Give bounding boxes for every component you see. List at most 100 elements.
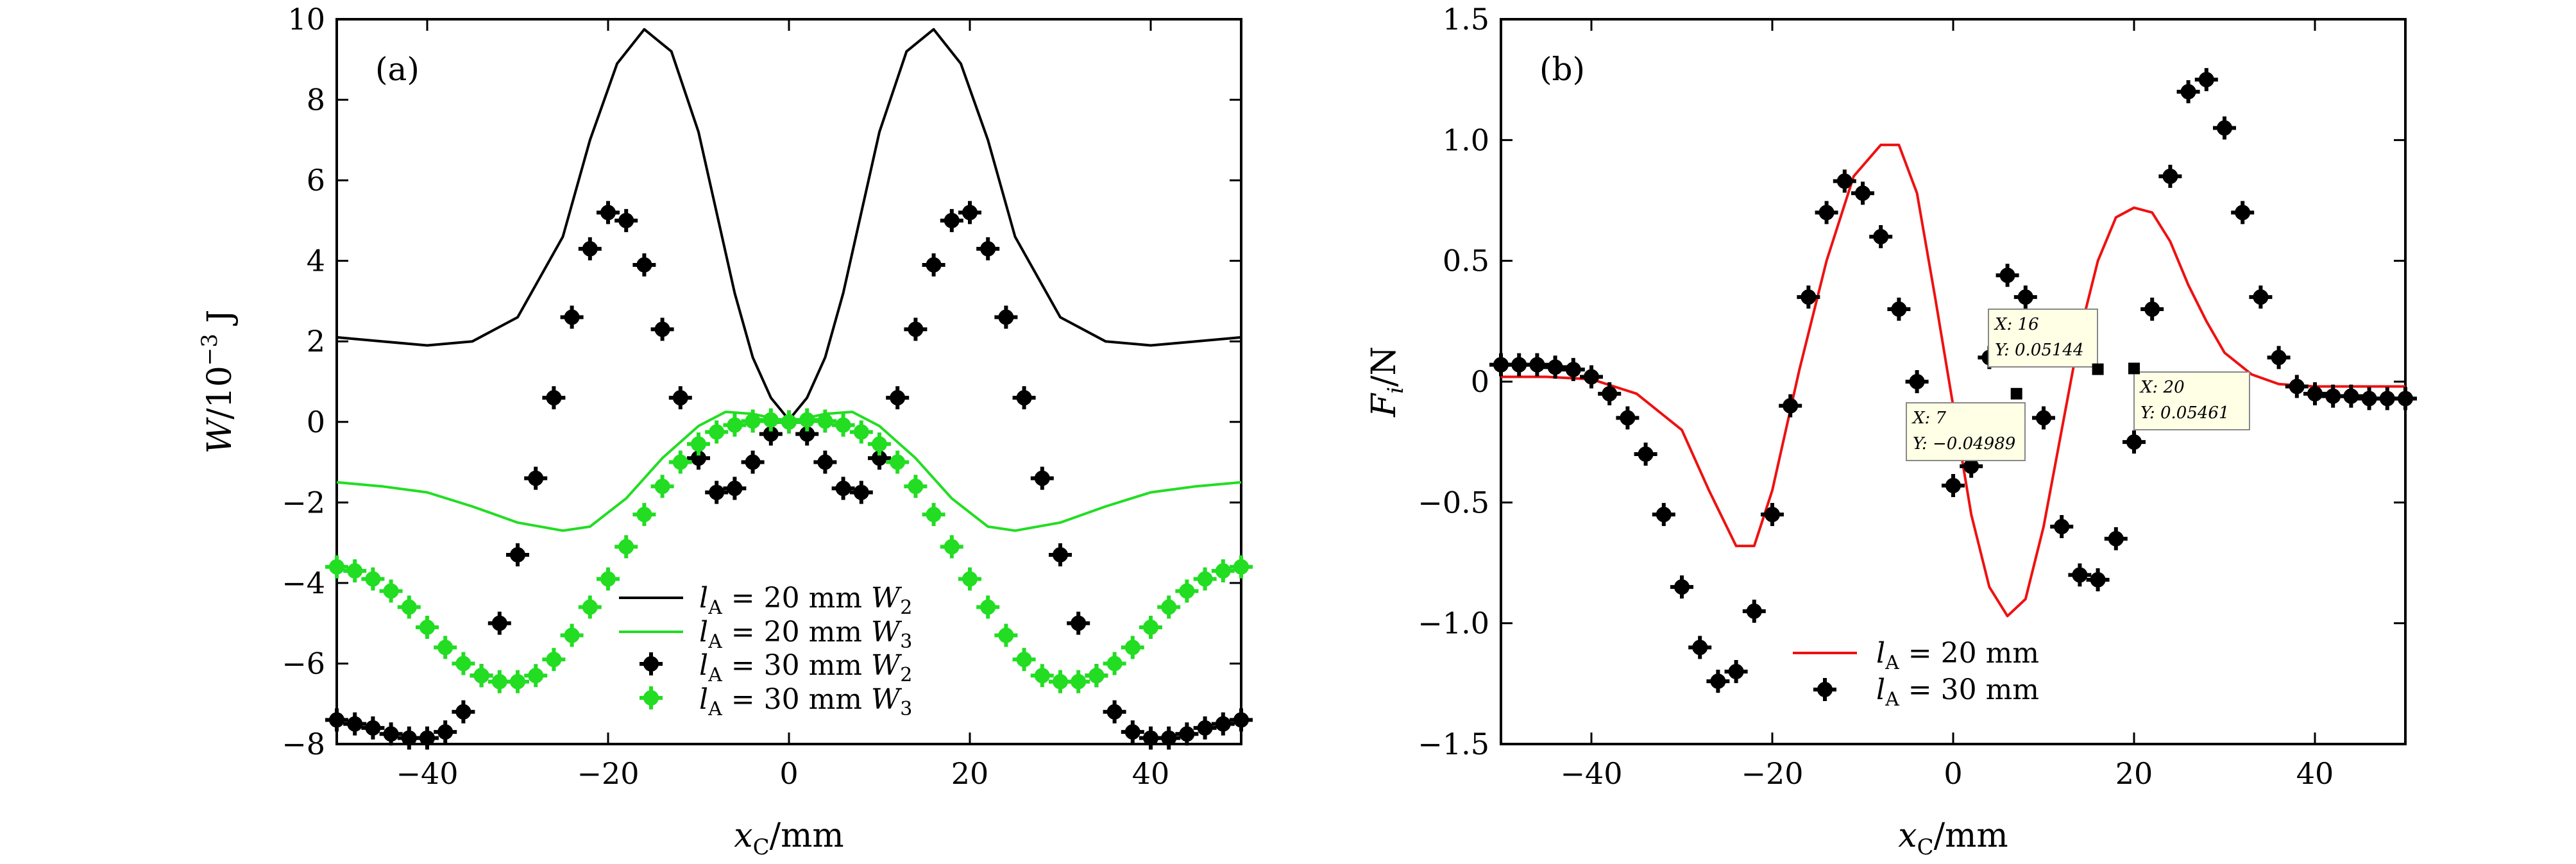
series-marker-3 xyxy=(578,595,602,619)
series-marker-3 xyxy=(849,420,873,444)
panel-a-legend: lA = 20 mm W2 lA = 20 mm W3 lA = 30 mm W… xyxy=(619,582,912,720)
series-marker-3 xyxy=(434,636,457,659)
series-marker-1 xyxy=(2285,375,2309,398)
series-marker-1 xyxy=(2013,285,2037,309)
series-marker-3 xyxy=(1175,579,1199,603)
series-marker-3 xyxy=(1211,559,1235,583)
series-marker-3 xyxy=(777,410,801,434)
series-marker-2 xyxy=(452,700,475,724)
series-marker-1 xyxy=(2231,201,2255,224)
series-marker-2 xyxy=(1067,611,1090,635)
series-marker-2 xyxy=(976,237,1000,260)
series-marker-1 xyxy=(2339,384,2363,408)
series-marker-3 xyxy=(416,615,439,639)
series-marker-1 xyxy=(1742,599,1766,623)
series-marker-2 xyxy=(343,712,367,736)
series-marker-3 xyxy=(597,567,620,591)
panel-b-xlabel: xC/mm xyxy=(1898,817,2008,860)
series-marker-3 xyxy=(904,475,928,498)
data-tip-x7[interactable]: X: 7 Y: −0.04989 xyxy=(1906,402,2026,461)
series-marker-3 xyxy=(795,408,819,432)
data-tip-y-label: Y: 0.05144 xyxy=(1995,341,2084,360)
y-tick-label: −6 xyxy=(282,646,325,681)
x-tick-label: −20 xyxy=(577,756,639,791)
series-marker-2 xyxy=(416,726,439,750)
series-marker-2 xyxy=(904,318,928,341)
series-marker-1 xyxy=(2194,68,2218,92)
series-marker-1 xyxy=(2394,387,2417,411)
series-marker-1 xyxy=(1724,660,1748,683)
series-marker-3 xyxy=(650,475,674,498)
series-marker-1 xyxy=(1652,503,1675,527)
series-marker-3 xyxy=(325,555,348,579)
x-tick-label: −40 xyxy=(396,756,458,791)
series-marker-3 xyxy=(1030,664,1054,688)
series-marker-2 xyxy=(940,208,963,232)
panel-b: −40 −20 0 20 40 −1.5 −1.0 −0.5 0 0.5 1.0 1.5 (b) Fi… xyxy=(1365,2,2417,860)
y-tick-label: −2 xyxy=(282,485,325,520)
series-marker-1 xyxy=(2357,387,2381,411)
legend-entry-a-4: lA = 30 mm W3 xyxy=(699,683,912,720)
y-tick-label: 8 xyxy=(307,83,325,117)
series-marker-2 xyxy=(487,611,511,635)
series-marker-2 xyxy=(1211,712,1235,736)
series-marker-2 xyxy=(1139,726,1162,750)
y-tick-label: 0 xyxy=(1471,364,1489,399)
y-tick-label: −1.5 xyxy=(1418,727,1489,761)
series-marker-1 xyxy=(1561,358,1585,382)
series-marker-1 xyxy=(2303,382,2326,405)
series-marker-2 xyxy=(597,201,620,224)
series-marker-1 xyxy=(2375,387,2399,411)
series-marker-3 xyxy=(922,503,945,527)
data-tip-y-label: Y: 0.05461 xyxy=(2140,403,2230,423)
series-marker-1 xyxy=(2086,568,2110,591)
series-marker-1 xyxy=(1634,443,1657,466)
series-marker-2 xyxy=(632,253,656,276)
series-marker-1 xyxy=(2068,563,2092,587)
series-marker-1 xyxy=(1507,353,1531,377)
x-tick-label: 20 xyxy=(951,756,989,791)
series-marker-2 xyxy=(1175,722,1199,746)
data-tip-x-label: X: 16 xyxy=(1994,315,2039,334)
series-marker-1 xyxy=(2249,285,2273,309)
series-marker-2 xyxy=(1230,708,1253,732)
x-tick-label: −20 xyxy=(1741,756,1803,791)
data-tip-box xyxy=(1906,402,2026,461)
series-marker-1 xyxy=(1905,370,1929,393)
series-marker-3 xyxy=(886,450,910,474)
series-marker-1 xyxy=(1598,382,1622,405)
series-marker-3 xyxy=(1085,664,1108,688)
data-tip-x-label: X: 20 xyxy=(2139,378,2185,397)
series-marker-1 xyxy=(2050,515,2074,538)
y-tick-label: 2 xyxy=(307,324,325,359)
legend-swatch-a-3 xyxy=(640,652,663,675)
x-tick-label: −40 xyxy=(1560,756,1622,791)
x-tick-label: 40 xyxy=(1132,756,1170,791)
series-marker-2 xyxy=(650,318,674,341)
x-tick-label: 20 xyxy=(2115,756,2153,791)
panel-b-legend: lA = 20 mm lA = 30 mm xyxy=(1793,637,2039,711)
panel-b-plot-frame xyxy=(1500,18,2407,745)
series-marker-3 xyxy=(958,567,981,591)
series-marker-1 xyxy=(1797,285,1820,309)
series-marker-1 xyxy=(1942,473,1965,497)
data-tip-x16[interactable]: X: 16 Y: 0.05144 xyxy=(1988,309,2098,368)
series-marker-1 xyxy=(1779,394,1802,418)
series-marker-3 xyxy=(524,664,548,688)
series-marker-3 xyxy=(668,450,692,474)
series-marker-2 xyxy=(958,201,981,224)
legend-entry-a-1: lA = 20 mm W2 xyxy=(699,582,912,619)
series-marker-2 xyxy=(886,386,910,410)
series-marker-1 xyxy=(1670,575,1693,599)
series-line-0 xyxy=(1501,143,2405,618)
data-tip-x20[interactable]: X: 20 Y: 0.05461 xyxy=(2133,371,2250,430)
x-tick-label: 40 xyxy=(2296,756,2334,791)
series-marker-1 xyxy=(1525,353,1549,377)
series-marker-2 xyxy=(849,480,873,504)
series-marker-3 xyxy=(452,652,475,675)
legend-entry-a-2: lA = 20 mm W3 xyxy=(699,616,912,653)
data-tip-box xyxy=(2133,371,2250,430)
series-marker-3 xyxy=(1193,567,1217,591)
series-marker-2 xyxy=(560,305,584,329)
panel-b-label: (b) xyxy=(1539,51,1585,88)
